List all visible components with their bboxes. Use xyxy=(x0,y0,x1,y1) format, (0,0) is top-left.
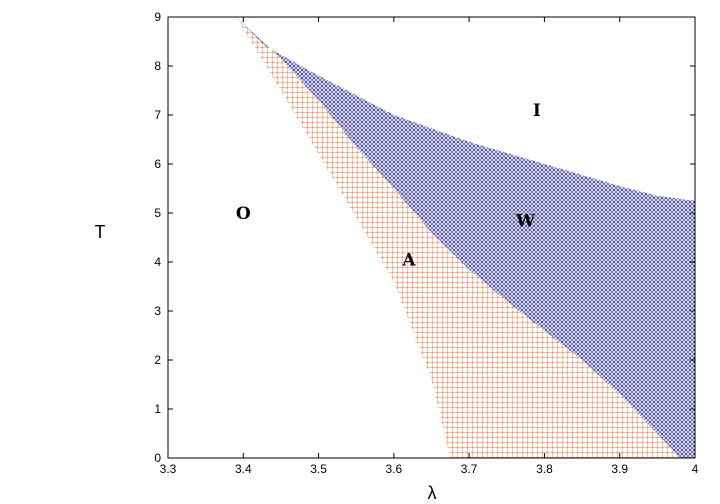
x-tick-label: 3.3 xyxy=(160,462,177,476)
x-tick-label: 3.7 xyxy=(461,462,478,476)
region-label-o: O xyxy=(236,204,251,224)
y-tick-label: 4 xyxy=(154,255,161,269)
y-tick-label: 1 xyxy=(154,402,161,416)
y-tick-label: 8 xyxy=(154,59,161,73)
y-tick-label: 9 xyxy=(154,10,161,24)
ticks-layer: 3.3 3.4 3.5 3.6 3.7 3.8 3.9 4 0 1 2 3 4 5 6 7 8 9 xyxy=(154,10,698,476)
region-label-a: A xyxy=(401,251,416,271)
y-axis-title: T xyxy=(95,222,106,242)
x-tick-label: 3.9 xyxy=(611,462,628,476)
x-axis-title: λ xyxy=(428,483,437,503)
y-tick-label: 0 xyxy=(154,451,161,465)
y-tick-label: 6 xyxy=(154,157,161,171)
y-tick-label: 7 xyxy=(154,108,161,122)
y-tick-label: 3 xyxy=(154,304,161,318)
plot-frame xyxy=(167,16,696,459)
annotations-layer: O A W I xyxy=(236,101,541,270)
region-plus-markers xyxy=(235,17,680,458)
x-tick-label: 4 xyxy=(692,462,699,476)
region-label-w: W xyxy=(515,211,536,231)
x-tick-label: 3.4 xyxy=(235,462,252,476)
y-tick-label: 2 xyxy=(154,353,161,367)
region-label-i: I xyxy=(533,101,541,121)
y-tick-label: 5 xyxy=(154,206,161,220)
region-cross-markers xyxy=(235,17,695,458)
x-tick-label: 3.5 xyxy=(310,462,327,476)
x-tick-label: 3.6 xyxy=(386,462,403,476)
regions-layer xyxy=(235,17,695,458)
x-tick-label: 3.8 xyxy=(536,462,553,476)
